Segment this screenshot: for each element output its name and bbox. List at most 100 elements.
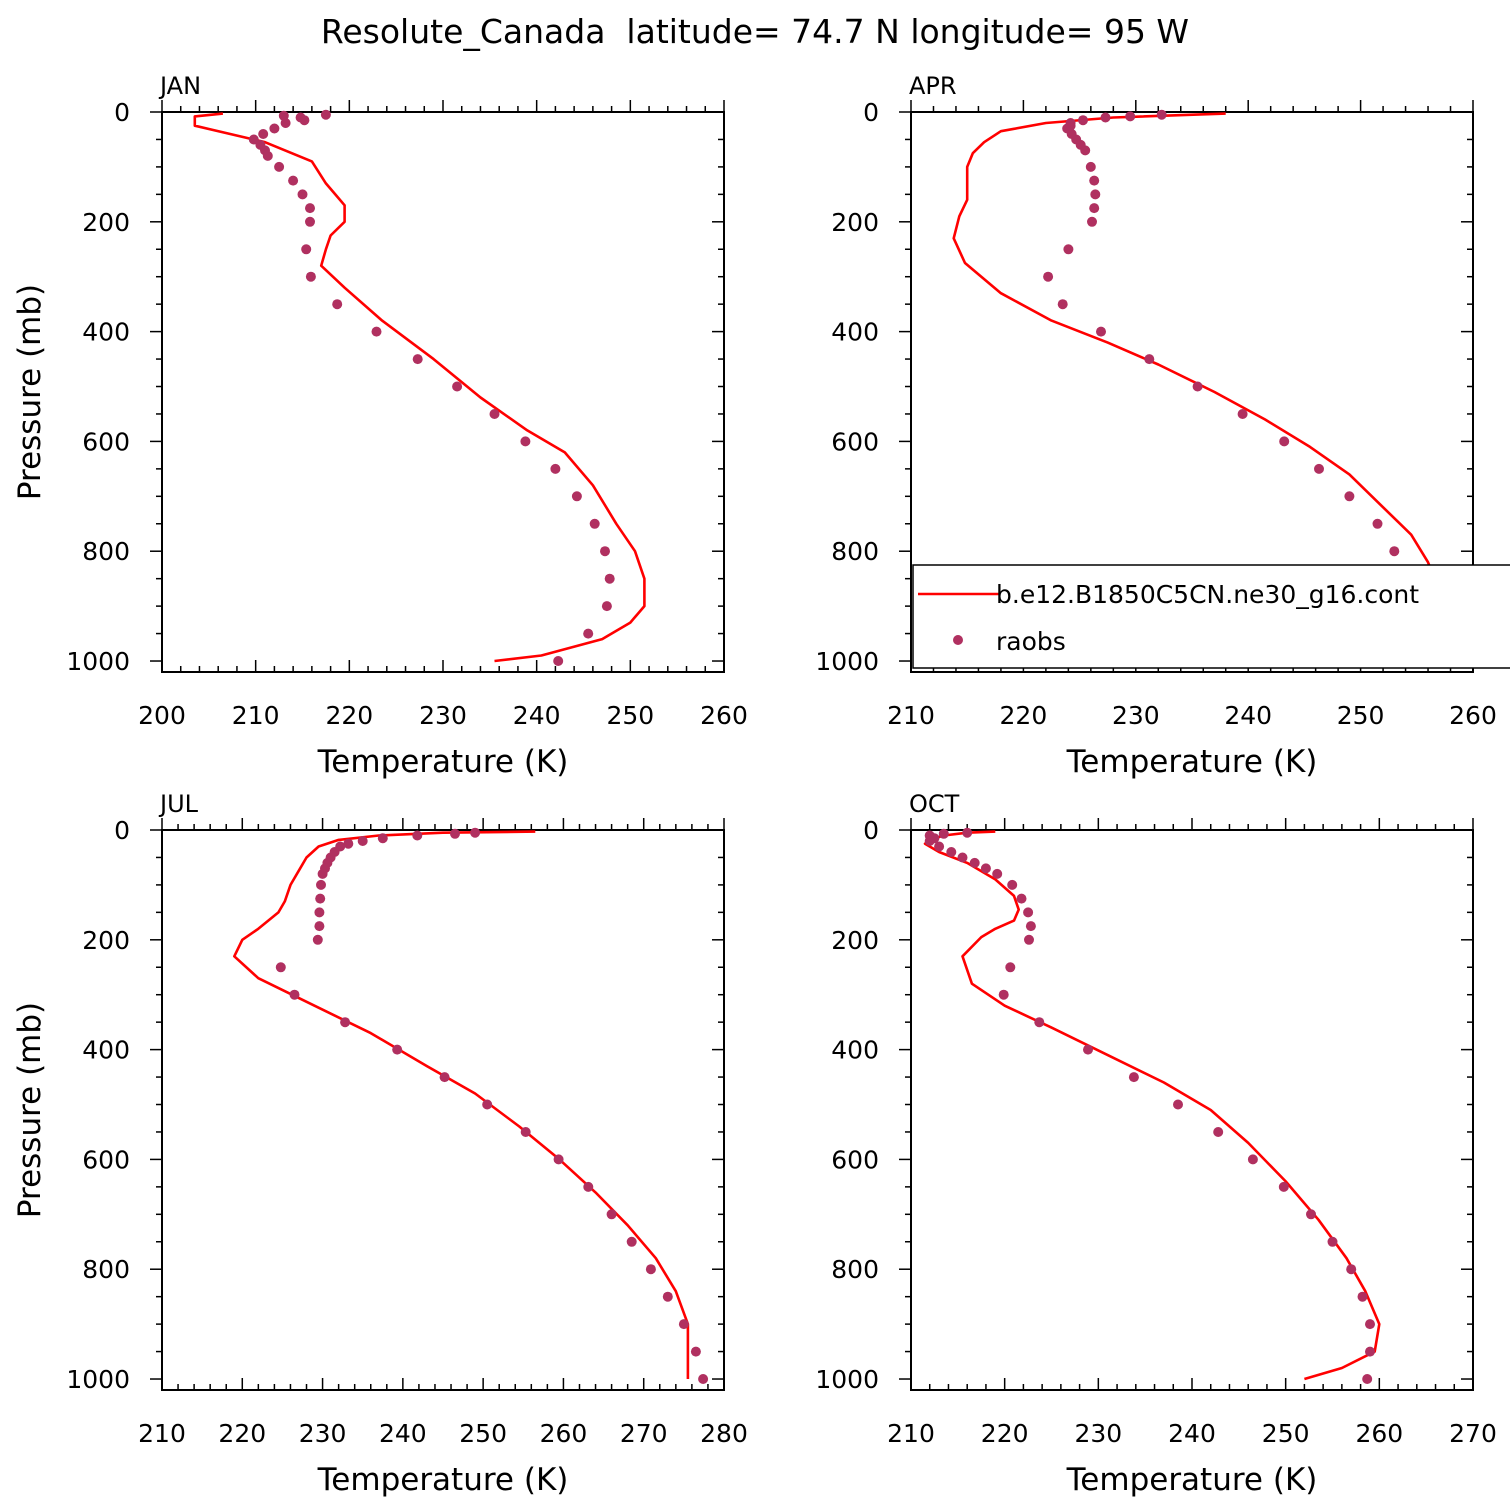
raobs-point: [1365, 1346, 1375, 1357]
raobs-point: [969, 857, 980, 868]
x-tick-label: 220: [218, 1419, 266, 1448]
raobs-point: [1096, 326, 1106, 337]
raobs-point: [553, 656, 564, 666]
raobs-point: [1063, 244, 1074, 255]
x-axis-label: Temperature (K): [1066, 1462, 1318, 1498]
raobs-point: [1016, 893, 1027, 904]
x-tick-label: 270: [620, 1419, 668, 1448]
raobs-point: [1089, 175, 1100, 186]
x-tick-label: 240: [1168, 1419, 1216, 1448]
y-tick-label: 200: [82, 208, 130, 237]
series-line-model: [193, 112, 646, 663]
raobs-point: [316, 879, 326, 890]
y-tick-label: 200: [82, 926, 130, 955]
raobs-point: [439, 1072, 450, 1083]
raobs-point: [601, 601, 612, 612]
y-tick-label: 600: [82, 427, 130, 456]
x-tick-label: 230: [299, 1419, 347, 1448]
y-tick-label: 1000: [66, 1365, 130, 1394]
raobs-point: [698, 1374, 709, 1384]
x-tick-label: 220: [1000, 701, 1048, 730]
y-tick-label: 0: [114, 816, 130, 845]
raobs-point: [1005, 962, 1016, 973]
y-tick-label: 800: [82, 537, 130, 566]
raobs-point: [315, 893, 326, 904]
raobs-point: [992, 868, 1003, 879]
y-axis-label: Pressure (mb): [12, 284, 48, 500]
raobs-point: [962, 827, 973, 838]
raobs-point: [412, 830, 423, 841]
raobs-point: [1080, 145, 1091, 156]
raobs-point: [289, 989, 300, 1000]
raobs-point: [520, 436, 531, 447]
panel-label: JAN: [158, 72, 201, 100]
raobs-point: [248, 134, 259, 145]
x-tick-label: 220: [325, 701, 373, 730]
raobs-point: [571, 491, 582, 502]
x-tick-label: 260: [540, 1419, 588, 1448]
raobs-point: [357, 836, 368, 846]
raobs-point: [600, 546, 610, 557]
raobs-point: [678, 1319, 689, 1330]
x-axis-label: Temperature (K): [317, 744, 569, 780]
raobs-point: [377, 833, 388, 844]
raobs-point: [1087, 216, 1097, 227]
y-tick-label: 800: [831, 537, 879, 566]
raobs-point: [550, 463, 561, 474]
y-tick-label: 400: [831, 318, 879, 347]
raobs-point: [340, 1017, 351, 1028]
raobs-point: [690, 1346, 701, 1357]
raobs-point: [1306, 1209, 1316, 1220]
x-tick-label: 210: [232, 701, 280, 730]
x-tick-label: 220: [981, 1419, 1029, 1448]
raobs-point: [450, 828, 460, 839]
x-tick-label: 210: [887, 701, 935, 730]
y-tick-label: 1000: [815, 1365, 879, 1394]
raobs-point: [1362, 1374, 1373, 1384]
raobs-point: [314, 907, 325, 918]
raobs-point: [1007, 879, 1018, 890]
x-axis-label: Temperature (K): [317, 1462, 569, 1498]
y-tick-label: 600: [831, 427, 879, 456]
raobs-point: [1357, 1291, 1368, 1302]
x-tick-label: 250: [1262, 1419, 1310, 1448]
raobs-point: [305, 216, 315, 227]
series-line-model: [923, 830, 1381, 1381]
x-tick-label: 250: [606, 701, 654, 730]
raobs-point: [489, 409, 500, 419]
raobs-point: [1078, 115, 1088, 126]
plot-frame: [161, 111, 725, 673]
legend: b.e12.B1850C5CN.ne30_g16.cont raobs: [912, 564, 1510, 669]
x-tick-label: 210: [138, 1419, 186, 1448]
plot-frame: [161, 829, 725, 1391]
y-tick-label: 400: [82, 1036, 130, 1065]
raobs-point: [1156, 109, 1167, 120]
x-tick-label: 210: [887, 1419, 935, 1448]
panel-apr: APR 210 220 230 240 250 260 0 200 400 600 800 1000 Te…: [815, 72, 1496, 780]
panel-label: JUL: [158, 790, 199, 818]
raobs-point: [1024, 934, 1034, 945]
panel-jul: JUL 210 220 230 240 250 260 270 280 0 200 400 600 800…: [12, 790, 748, 1498]
x-tick-label: 260: [700, 701, 748, 730]
raobs-point: [280, 118, 291, 128]
x-tick-label: 230: [1112, 701, 1160, 730]
raobs-point: [312, 934, 323, 945]
raobs-point: [1192, 381, 1203, 392]
plot-frame: [910, 829, 1474, 1391]
raobs-point: [392, 1044, 403, 1055]
raobs-point: [288, 175, 299, 186]
raobs-point: [1090, 189, 1101, 200]
x-tick-label: 250: [1337, 701, 1385, 730]
raobs-point: [1344, 491, 1355, 502]
raobs-point: [583, 628, 594, 639]
y-tick-label: 200: [831, 208, 879, 237]
figure-title: Resolute_Canada latitude= 74.7 N longitu…: [321, 12, 1189, 51]
legend-box: [912, 564, 1510, 669]
panel-label: APR: [909, 72, 957, 100]
x-tick-label: 240: [379, 1419, 427, 1448]
y-tick-label: 600: [831, 1145, 879, 1174]
x-tick-label: 250: [459, 1419, 507, 1448]
raobs-point: [305, 203, 315, 214]
x-tick-label: 270: [1449, 1419, 1497, 1448]
